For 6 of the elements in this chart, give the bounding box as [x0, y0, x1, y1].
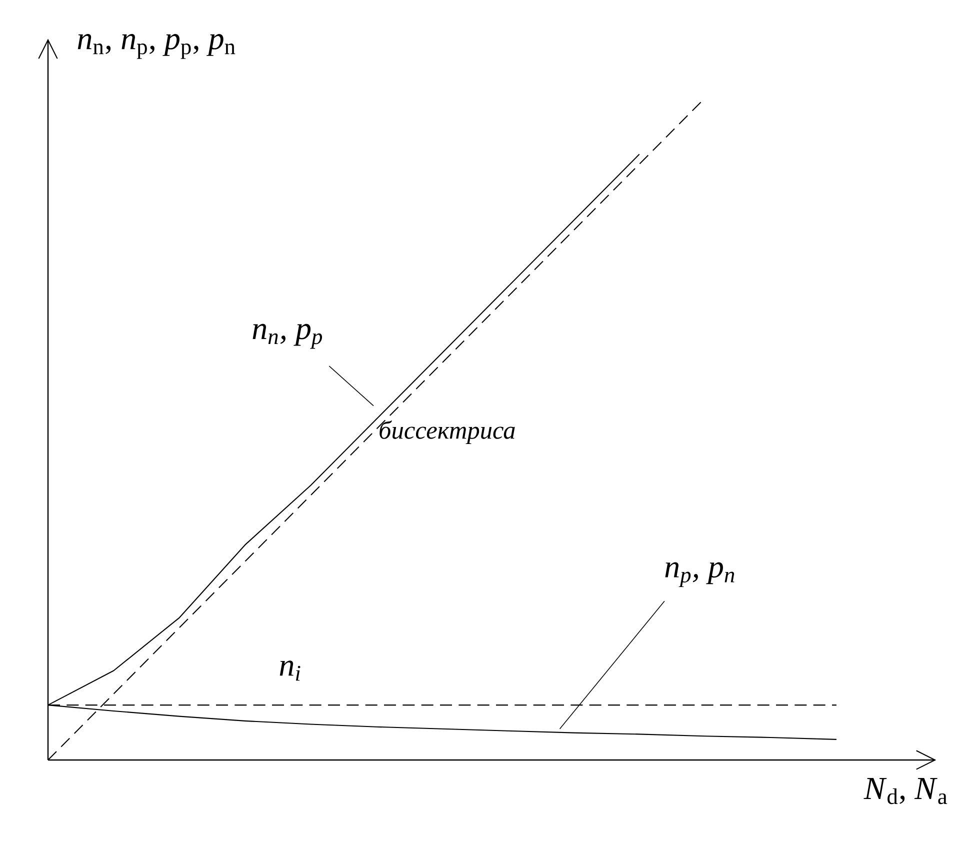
text: n$_{n}$, n$_{p}$, p$_{p}$, p$_{n}$	[78, 34, 236, 59]
text: n$_{n}$, p$_{p}$	[252, 324, 322, 349]
series-label: биссектриса	[380, 420, 515, 444]
x-axis-title: N$_{d}$, N$_{a}$	[864, 778, 948, 804]
series-label: n$_{i}$	[280, 660, 300, 681]
text: n$_{p}$, p$_{n}$	[665, 562, 734, 588]
